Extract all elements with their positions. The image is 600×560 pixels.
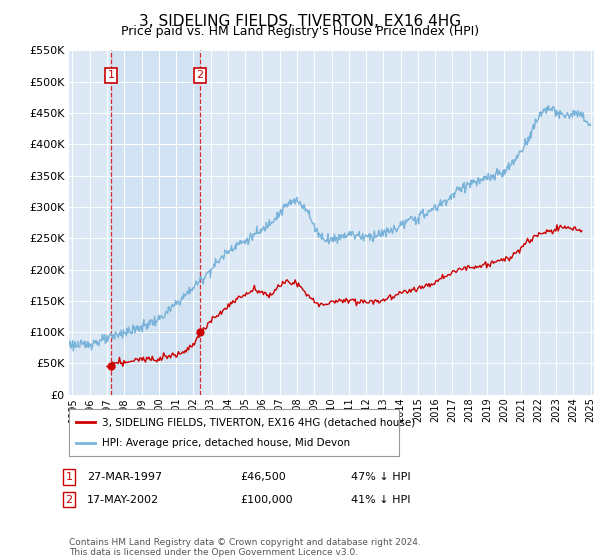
Text: 17-MAY-2002: 17-MAY-2002 (87, 494, 159, 505)
Text: 27-MAR-1997: 27-MAR-1997 (87, 472, 162, 482)
Text: £46,500: £46,500 (240, 472, 286, 482)
Text: 3, SIDELING FIELDS, TIVERTON, EX16 4HG: 3, SIDELING FIELDS, TIVERTON, EX16 4HG (139, 14, 461, 29)
Text: 2: 2 (65, 494, 73, 505)
Text: 1: 1 (65, 472, 73, 482)
Text: 1: 1 (107, 71, 115, 81)
Text: 47% ↓ HPI: 47% ↓ HPI (351, 472, 410, 482)
Text: HPI: Average price, detached house, Mid Devon: HPI: Average price, detached house, Mid … (102, 438, 350, 448)
Text: 41% ↓ HPI: 41% ↓ HPI (351, 494, 410, 505)
Text: 3, SIDELING FIELDS, TIVERTON, EX16 4HG (detached house): 3, SIDELING FIELDS, TIVERTON, EX16 4HG (… (102, 417, 415, 427)
Text: Contains HM Land Registry data © Crown copyright and database right 2024.
This d: Contains HM Land Registry data © Crown c… (69, 538, 421, 557)
Bar (111, 50, 200, 395)
Text: Price paid vs. HM Land Registry's House Price Index (HPI): Price paid vs. HM Land Registry's House … (121, 25, 479, 38)
Text: £100,000: £100,000 (240, 494, 293, 505)
Text: 2: 2 (196, 71, 203, 81)
